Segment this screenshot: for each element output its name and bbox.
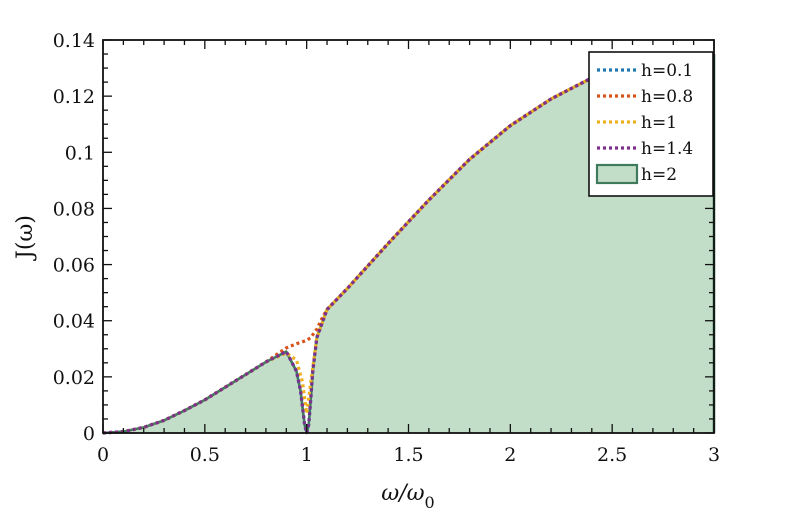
axes: 0 0.5 1 1.5 2 2.5 3 0 0.02 0.04 0.06 0.08 0.1 0.12 0.1… bbox=[53, 30, 720, 466]
x-axis-label-main: ω/ω bbox=[381, 481, 424, 506]
series-line bbox=[102, 52, 715, 435]
y-tick-label: 0.08 bbox=[53, 198, 95, 220]
x-tick-label: 0.5 bbox=[190, 444, 220, 466]
x-axis-label-sub: 0 bbox=[425, 493, 435, 512]
x-axis-label: ω/ω0 bbox=[381, 481, 434, 512]
legend-swatch bbox=[595, 163, 639, 185]
y-tick-label: 0.02 bbox=[53, 367, 95, 389]
x-tick-label: 2 bbox=[504, 444, 516, 466]
y-tick-label: 0.1 bbox=[65, 142, 95, 164]
legend-label: h=0.1 bbox=[641, 61, 693, 81]
legend-label: h=1.4 bbox=[641, 139, 693, 159]
x-tick-label: 1 bbox=[301, 444, 313, 466]
y-tick-label: 0.06 bbox=[53, 255, 95, 277]
x-tick-label: 3 bbox=[708, 444, 720, 466]
y-tick-label: 0.14 bbox=[53, 30, 95, 52]
y-tick-label: 0 bbox=[83, 423, 95, 445]
legend-label: h=2 bbox=[641, 165, 677, 185]
x-tick-label: 0 bbox=[97, 444, 109, 466]
y-axis-label: J(ω) bbox=[13, 215, 38, 261]
x-tick-label: 1.5 bbox=[393, 444, 423, 466]
y-tick-label: 0.04 bbox=[53, 311, 95, 333]
legend: h=0.1 h=0.8 h=1 h=1.4 h=2 bbox=[588, 51, 714, 197]
y-tick-label: 0.12 bbox=[53, 86, 95, 108]
series-area-fill bbox=[103, 54, 714, 434]
legend-label: h=1 bbox=[641, 113, 677, 133]
x-tick-label: 2.5 bbox=[597, 444, 627, 466]
series-line bbox=[102, 52, 715, 435]
legend-label: h=0.8 bbox=[641, 87, 693, 107]
